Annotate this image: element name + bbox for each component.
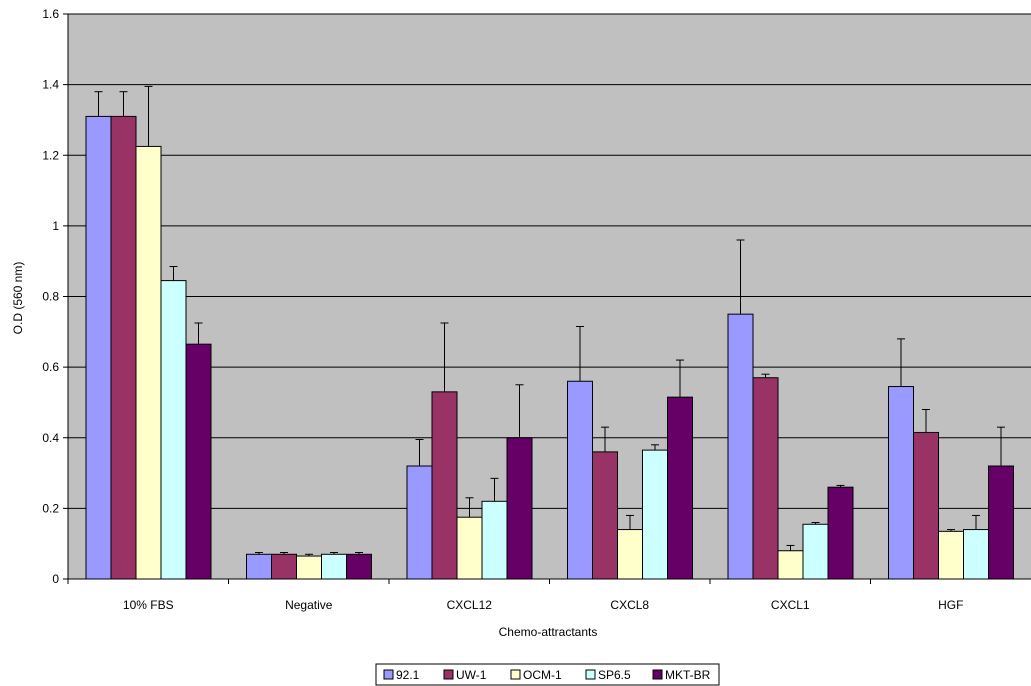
bar [296, 555, 322, 580]
bar [506, 437, 533, 580]
bar [346, 553, 372, 580]
bar [567, 380, 593, 580]
bar [888, 386, 914, 580]
bar [617, 529, 643, 580]
bar [642, 449, 668, 580]
legend-swatch [383, 669, 394, 680]
x-tick-label: Negative [285, 598, 333, 612]
x-tick-label: HGF [938, 598, 963, 612]
bar [271, 553, 297, 580]
bar [431, 391, 458, 580]
y-tick-label: 1.4 [42, 78, 59, 92]
legend-box [375, 663, 720, 686]
bar [938, 530, 964, 580]
y-tick-label: 1 [52, 219, 59, 233]
legend-label: MKT-BR [665, 668, 711, 682]
bar [752, 377, 779, 580]
x-tick-label: CXCL1 [771, 598, 810, 612]
legend-label: 92.1 [396, 668, 420, 682]
bar [321, 553, 347, 580]
bar [110, 115, 137, 580]
legend-swatch [585, 669, 596, 680]
bar [85, 115, 112, 580]
bar [777, 550, 804, 580]
legend-label: SP6.5 [598, 668, 631, 682]
y-tick-label: 1.2 [42, 148, 59, 162]
bar [246, 553, 272, 580]
x-tick-label: 10% FBS [123, 598, 174, 612]
bar [592, 451, 618, 580]
legend-label: UW-1 [456, 668, 487, 682]
x-tick-label: CXCL8 [610, 598, 649, 612]
y-tick-label: 1.6 [42, 7, 59, 21]
bar [802, 523, 829, 580]
y-tick-label: 0.8 [42, 290, 59, 304]
bar [456, 516, 483, 580]
x-tick-label: CXCL12 [447, 598, 493, 612]
legend-swatch [443, 669, 454, 680]
bar [406, 465, 433, 580]
legend-swatch [510, 669, 521, 680]
bar [727, 313, 754, 580]
y-axis-title: O.D (560 nm) [11, 262, 25, 335]
y-tick-label: 0.4 [42, 431, 59, 445]
bar [135, 145, 162, 580]
legend: 92.1 UW-1 OCM-1 SP6.5 MKT-BR [375, 663, 720, 686]
legend-label: OCM-1 [523, 668, 562, 682]
bar [963, 529, 989, 580]
y-tick-label: 0 [52, 572, 59, 586]
bar [185, 343, 212, 580]
bar [667, 396, 693, 580]
bar [481, 500, 508, 580]
x-axis-title: Chemo-attractants [499, 625, 598, 639]
legend-swatch [652, 669, 663, 680]
bar [913, 431, 939, 580]
plot-area: 0 0.2 0.4 0.6 0.8 1 1.2 1.4 1.6 10% FBS Negative CX… [42, 7, 1031, 612]
y-tick-label: 0.6 [42, 360, 59, 374]
bar [827, 486, 854, 580]
bar [988, 465, 1014, 580]
y-tick-label: 0.2 [42, 501, 59, 515]
bar [160, 280, 187, 580]
